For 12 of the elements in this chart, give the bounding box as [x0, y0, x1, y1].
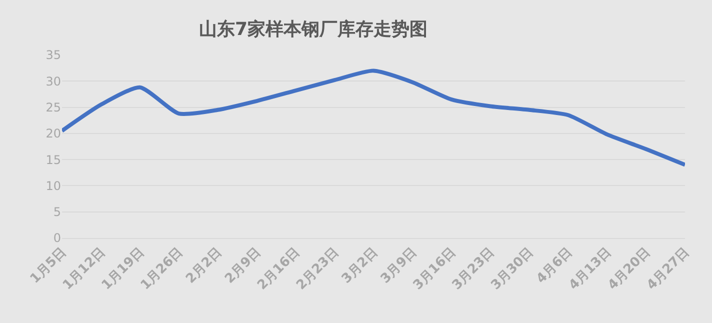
- chart-title: 山东7家样本钢厂库存走势图: [199, 19, 428, 40]
- y-tick-label: 25: [46, 100, 61, 114]
- y-tick-label: 35: [46, 48, 61, 62]
- y-tick-label: 15: [46, 152, 61, 167]
- line-series: [62, 68, 685, 167]
- y-tick-label: 0: [53, 231, 61, 246]
- y-tick-label: 20: [46, 126, 61, 141]
- x-tick-label: 3月2日: [339, 244, 381, 287]
- y-tick-label: 10: [46, 178, 61, 193]
- x-tick-label: 2月2日: [183, 244, 226, 287]
- y-tick-label: 5: [53, 205, 61, 220]
- y-tick-label: 30: [46, 74, 61, 88]
